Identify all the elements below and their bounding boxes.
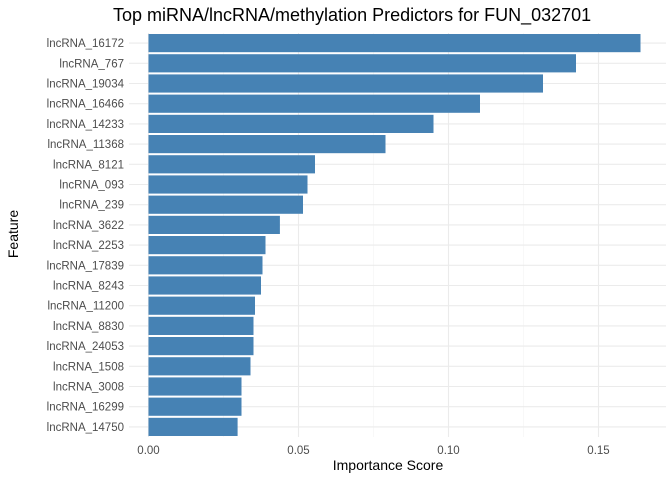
bar-lncRNA_3622	[148, 215, 280, 234]
y-tick-label: lncRNA_17839	[47, 260, 124, 272]
y-tick-label: lncRNA_3622	[53, 220, 124, 232]
y-tick-label: lncRNA_767	[59, 58, 124, 70]
y-tick-label: lncRNA_16466	[47, 99, 124, 111]
y-tick-label: lncRNA_14233	[47, 119, 124, 131]
bar-lncRNA_093	[148, 175, 308, 194]
bar-lncRNA_239	[148, 195, 303, 214]
y-tick-label: lncRNA_2253	[53, 240, 124, 252]
y-tick-label: lncRNA_24053	[47, 341, 124, 353]
y-tick-label: lncRNA_8243	[53, 281, 124, 293]
bar-lncRNA_14233	[148, 114, 434, 133]
y-tick-labels: lncRNA_16172 lncRNA_767 lncRNA_19034 lncRNA…	[47, 38, 125, 434]
bar-lncRNA_16299	[148, 397, 242, 416]
bar-lncRNA_2253	[148, 236, 266, 255]
y-axis-title: Feature	[5, 210, 21, 258]
bar-lncRNA_8121	[148, 155, 315, 174]
y-tick-label: lncRNA_8830	[53, 321, 124, 333]
bar-lncRNA_19034	[148, 74, 543, 93]
bar-lncRNA_767	[148, 54, 576, 73]
x-tick-label: 0.00	[137, 445, 159, 457]
grid-layer	[129, 33, 666, 437]
x-tick-label: 0.05	[287, 445, 309, 457]
y-tick-label: lncRNA_11368	[47, 139, 124, 151]
chart-title: Top miRNA/lncRNA/methylation Predictors …	[113, 5, 591, 26]
y-tick-label: lncRNA_239	[59, 200, 124, 212]
x-tick-label: 0.10	[437, 445, 459, 457]
bar-lncRNA_1508	[148, 357, 251, 376]
bar-lncRNA_11200	[148, 296, 255, 315]
bar-lncRNA_8243	[148, 276, 261, 295]
y-tick-label: lncRNA_11200	[47, 301, 124, 313]
y-tick-label: lncRNA_093	[59, 180, 124, 192]
bar-lncRNA_16172	[148, 34, 641, 53]
bar-lncRNA_14750	[148, 417, 238, 436]
y-tick-label: lncRNA_14750	[47, 422, 124, 434]
bar-lncRNA_17839	[148, 256, 263, 275]
y-tick-label: lncRNA_1508	[53, 361, 124, 373]
bar-lncRNA_16466	[148, 94, 480, 113]
x-axis-title: Importance Score	[333, 457, 444, 473]
bar-lncRNA_3008	[148, 377, 242, 396]
bar-lncRNA_24053	[148, 337, 254, 356]
y-tick-label: lncRNA_16172	[47, 38, 124, 50]
y-tick-label: lncRNA_3008	[53, 382, 124, 394]
bar-lncRNA_11368	[148, 135, 386, 154]
y-tick-label: lncRNA_16299	[47, 402, 124, 414]
y-tick-label: lncRNA_8121	[53, 159, 124, 171]
x-tick-labels: 0.00 0.05 0.10 0.15	[137, 445, 609, 457]
bar-lncRNA_8830	[148, 316, 254, 335]
bar-layer	[148, 34, 641, 436]
x-tick-label: 0.15	[587, 445, 609, 457]
y-tick-label: lncRNA_19034	[47, 79, 125, 91]
